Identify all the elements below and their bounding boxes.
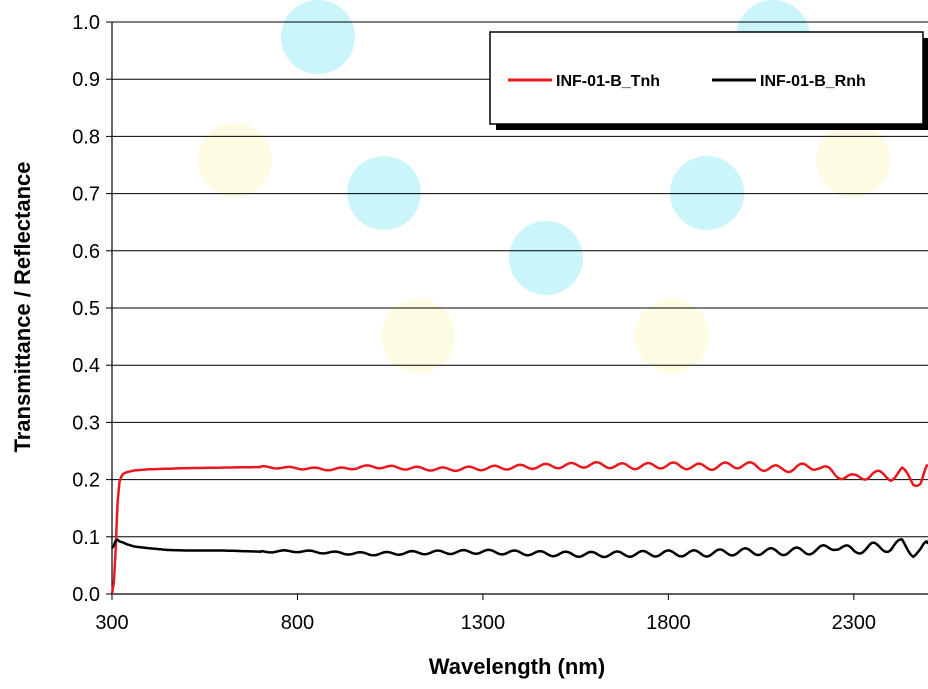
x-tick-label: 800 <box>281 612 314 634</box>
y-tick-label: 0.8 <box>72 126 100 148</box>
series-lines <box>110 461 928 595</box>
y-tick-label: 0.0 <box>72 584 100 606</box>
legend-label-tnh: INF-01-B_Tnh <box>556 73 660 90</box>
series-line-tnh <box>110 461 928 595</box>
y-tick-label: 0.7 <box>72 184 100 206</box>
y-tick-label: 1.0 <box>72 12 100 34</box>
legend-label-rnh: INF-01-B_Rnh <box>760 73 866 90</box>
y-tick-label: 0.9 <box>72 69 100 91</box>
x-axis-ticks: 300 800 1300 1800 2300 <box>95 594 876 634</box>
y-axis-title: Transmittance / Reflectance <box>10 161 35 452</box>
y-tick-label: 0.2 <box>72 470 100 492</box>
x-tick-label: 1800 <box>646 612 691 634</box>
y-tick-label: 0.3 <box>72 412 100 434</box>
gridlines <box>112 21 928 538</box>
y-tick-label: 0.1 <box>72 527 100 549</box>
background-decoration <box>198 0 890 373</box>
x-axis-title: Wavelength (nm) <box>429 654 605 679</box>
series-line-rnh <box>110 538 928 559</box>
y-tick-label: 0.6 <box>72 241 100 263</box>
y-tick-label: 0.5 <box>72 298 100 320</box>
legend-box <box>489 31 924 125</box>
x-tick-label: 300 <box>95 612 128 634</box>
x-tick-label: 2300 <box>832 612 877 634</box>
x-tick-label: 1300 <box>461 612 506 634</box>
legend: INF-01-B_Tnh INF-01-B_Rnh <box>489 31 928 130</box>
y-tick-label: 0.4 <box>72 355 100 377</box>
y-axis-ticks: 0.0 0.1 0.2 0.3 0.4 0.5 0.6 0.7 0.8 0.9 1.0 <box>72 12 112 606</box>
